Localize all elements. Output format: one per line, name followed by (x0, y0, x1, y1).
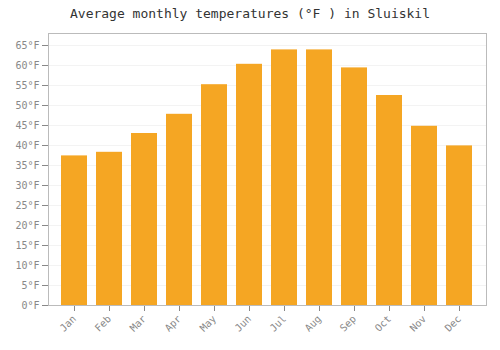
svg-text:5°F: 5°F (21, 280, 39, 291)
svg-text:50°F: 50°F (15, 100, 39, 111)
svg-text:Feb: Feb (93, 313, 114, 334)
svg-text:Aug: Aug (303, 313, 324, 334)
svg-text:Sep: Sep (338, 313, 359, 334)
svg-text:15°F: 15°F (15, 240, 39, 251)
svg-text:Jul: Jul (268, 313, 289, 334)
svg-text:0°F: 0°F (21, 300, 39, 311)
svg-text:Oct: Oct (373, 313, 394, 334)
svg-text:25°F: 25°F (15, 200, 39, 211)
svg-text:May: May (198, 313, 219, 334)
svg-text:Jun: Jun (233, 313, 254, 334)
svg-text:Apr: Apr (163, 313, 184, 334)
svg-text:Dec: Dec (443, 313, 464, 334)
svg-text:10°F: 10°F (15, 260, 39, 271)
svg-text:Jan: Jan (58, 313, 79, 334)
svg-text:45°F: 45°F (15, 120, 39, 131)
svg-text:20°F: 20°F (15, 220, 39, 231)
svg-text:55°F: 55°F (15, 80, 39, 91)
html-text:Average monthly temperatures (: Average monthly temperatures (°F ) in Sl… (70, 6, 430, 21)
svg-text:Nov: Nov (408, 313, 429, 334)
svg-text:65°F: 65°F (15, 40, 39, 51)
svg-text:Mar: Mar (128, 313, 149, 334)
svg-text:30°F: 30°F (15, 180, 39, 191)
svg-text:40°F: 40°F (15, 140, 39, 151)
svg-text:60°F: 60°F (15, 60, 39, 71)
svg-text:35°F: 35°F (15, 160, 39, 171)
